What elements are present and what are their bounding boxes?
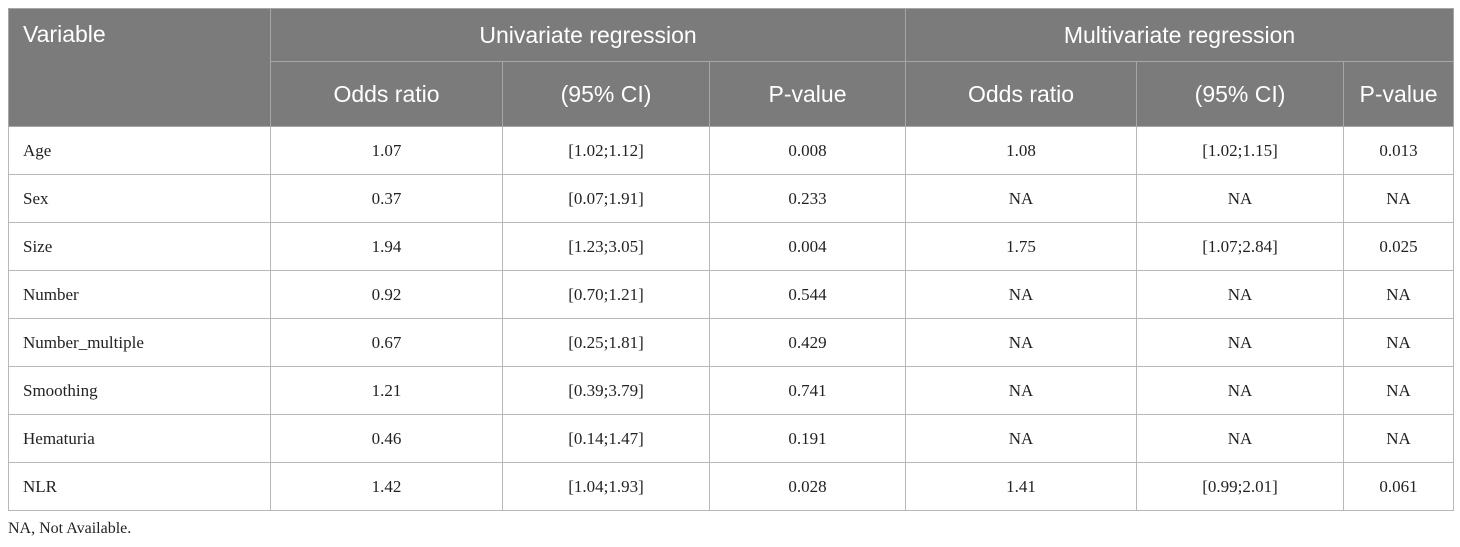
cell-multi-ci: [1.02;1.15] xyxy=(1136,126,1345,175)
cell-uni-p-value: 0.233 xyxy=(708,174,907,223)
cell-uni-odds-ratio: 0.67 xyxy=(270,318,503,367)
cell-uni-ci: [0.07;1.91] xyxy=(502,174,710,223)
cell-variable: Age xyxy=(8,126,271,175)
cell-multi-ci: NA xyxy=(1136,270,1345,319)
header-uni-ci: (95% CI) xyxy=(502,61,710,127)
table-row: Sex 0.37 [0.07;1.91] 0.233 NA NA NA xyxy=(8,174,1455,223)
table-row: Number 0.92 [0.70;1.21] 0.544 NA NA NA xyxy=(8,270,1455,319)
cell-variable: Number_multiple xyxy=(8,318,271,367)
header-uni-p-value: P-value xyxy=(708,61,907,127)
table-row: Hematuria 0.46 [0.14;1.47] 0.191 NA NA N… xyxy=(8,414,1455,463)
cell-multi-ci: NA xyxy=(1136,174,1345,223)
header-multi-ci: (95% CI) xyxy=(1136,61,1345,127)
cell-uni-odds-ratio: 0.46 xyxy=(270,414,503,463)
cell-multi-ci: NA xyxy=(1136,366,1345,415)
header-uni-odds-ratio: Odds ratio xyxy=(270,61,503,127)
cell-multi-p-value: NA xyxy=(1343,174,1455,223)
cell-uni-odds-ratio: 0.92 xyxy=(270,270,503,319)
cell-multi-odds-ratio: NA xyxy=(905,270,1138,319)
cell-uni-ci: [1.02;1.12] xyxy=(502,126,710,175)
cell-multi-ci: NA xyxy=(1136,414,1345,463)
table-row: Smoothing 1.21 [0.39;3.79] 0.741 NA NA N… xyxy=(8,366,1455,415)
table-header: Variable Univariate regression Multivari… xyxy=(8,8,1455,127)
header-multi-odds-ratio: Odds ratio xyxy=(905,61,1138,127)
table-row: Age 1.07 [1.02;1.12] 0.008 1.08 [1.02;1.… xyxy=(8,126,1455,175)
table-row: NLR 1.42 [1.04;1.93] 0.028 1.41 [0.99;2.… xyxy=(8,462,1455,511)
cell-uni-ci: [0.70;1.21] xyxy=(502,270,710,319)
cell-multi-odds-ratio: 1.08 xyxy=(905,126,1138,175)
cell-uni-ci: [0.25;1.81] xyxy=(502,318,710,367)
cell-uni-odds-ratio: 1.94 xyxy=(270,222,503,271)
cell-multi-ci: [0.99;2.01] xyxy=(1136,462,1345,511)
table-footnote: NA, Not Available. xyxy=(8,520,132,537)
cell-variable: Sex xyxy=(8,174,271,223)
header-multi-p-value: P-value xyxy=(1343,61,1455,127)
cell-uni-ci: [1.23;3.05] xyxy=(502,222,710,271)
cell-variable: Size xyxy=(8,222,271,271)
cell-uni-p-value: 0.741 xyxy=(708,366,907,415)
cell-multi-odds-ratio: NA xyxy=(905,318,1138,367)
table-row: Number_multiple 0.67 [0.25;1.81] 0.429 N… xyxy=(8,318,1455,367)
cell-multi-p-value: NA xyxy=(1343,318,1455,367)
cell-variable: NLR xyxy=(8,462,271,511)
regression-table-container: Variable Univariate regression Multivari… xyxy=(8,8,1455,511)
cell-multi-p-value: 0.013 xyxy=(1343,126,1455,175)
cell-multi-p-value: 0.061 xyxy=(1343,462,1455,511)
header-row-columns: Odds ratio (95% CI) P-value Odds ratio (… xyxy=(9,61,1455,127)
cell-multi-ci: NA xyxy=(1136,318,1345,367)
cell-uni-ci: [1.04;1.93] xyxy=(502,462,710,511)
cell-uni-odds-ratio: 1.42 xyxy=(270,462,503,511)
header-variable: Variable xyxy=(8,8,271,127)
cell-variable: Smoothing xyxy=(8,366,271,415)
cell-uni-p-value: 0.008 xyxy=(708,126,907,175)
table-row: Size 1.94 [1.23;3.05] 0.004 1.75 [1.07;2… xyxy=(8,222,1455,271)
cell-uni-ci: [0.39;3.79] xyxy=(502,366,710,415)
header-univariate: Univariate regression xyxy=(269,8,907,62)
cell-multi-p-value: 0.025 xyxy=(1343,222,1455,271)
cell-uni-odds-ratio: 1.21 xyxy=(270,366,503,415)
cell-uni-odds-ratio: 0.37 xyxy=(270,174,503,223)
cell-variable: Number xyxy=(8,270,271,319)
cell-multi-p-value: NA xyxy=(1343,366,1455,415)
cell-uni-ci: [0.14;1.47] xyxy=(502,414,710,463)
header-multivariate: Multivariate regression xyxy=(905,8,1455,62)
cell-uni-p-value: 0.191 xyxy=(708,414,907,463)
cell-multi-ci: [1.07;2.84] xyxy=(1136,222,1345,271)
table-body: Age 1.07 [1.02;1.12] 0.008 1.08 [1.02;1.… xyxy=(8,126,1455,511)
cell-variable: Hematuria xyxy=(8,414,271,463)
regression-table: Variable Univariate regression Multivari… xyxy=(8,8,1455,511)
cell-uni-odds-ratio: 1.07 xyxy=(270,126,503,175)
cell-multi-odds-ratio: NA xyxy=(905,414,1138,463)
cell-multi-odds-ratio: NA xyxy=(905,174,1138,223)
header-row-groups: Variable Univariate regression Multivari… xyxy=(8,8,1455,127)
cell-uni-p-value: 0.429 xyxy=(708,318,907,367)
cell-multi-p-value: NA xyxy=(1343,270,1455,319)
cell-uni-p-value: 0.544 xyxy=(708,270,907,319)
cell-multi-p-value: NA xyxy=(1343,414,1455,463)
cell-uni-p-value: 0.004 xyxy=(708,222,907,271)
cell-uni-p-value: 0.028 xyxy=(708,462,907,511)
cell-multi-odds-ratio: NA xyxy=(905,366,1138,415)
cell-multi-odds-ratio: 1.75 xyxy=(905,222,1138,271)
cell-multi-odds-ratio: 1.41 xyxy=(905,462,1138,511)
